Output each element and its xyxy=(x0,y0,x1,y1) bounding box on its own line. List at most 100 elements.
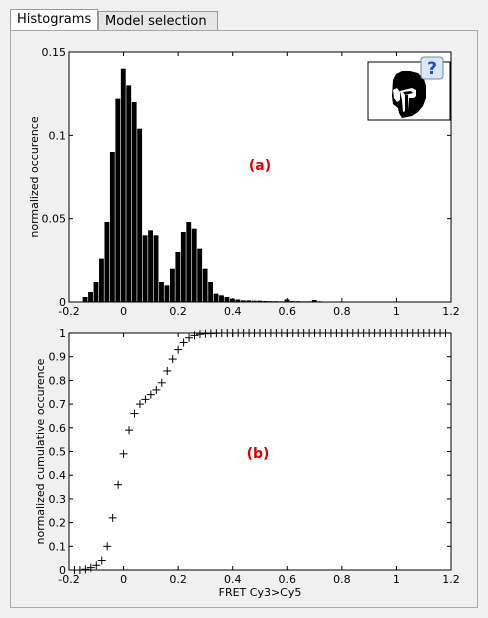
histogram-bar xyxy=(306,301,312,302)
cumulative-points xyxy=(70,329,450,574)
histogram-bar xyxy=(126,85,132,302)
cumulative-point xyxy=(114,480,123,489)
cumulative-xlabel: FRET Cy3>Cy5 xyxy=(219,586,302,599)
cumulative-point xyxy=(130,409,139,418)
cumulative-point xyxy=(135,400,144,409)
x-tick-label: 0.2 xyxy=(169,305,187,318)
histogram-bar xyxy=(197,248,203,302)
helmet-icon xyxy=(392,71,426,118)
y-tick-label: 0.5 xyxy=(49,446,67,459)
histogram-bar xyxy=(213,293,219,302)
cumulative-ylabel: normalized cumulative occurence xyxy=(34,358,47,544)
y-tick-label: 0.2 xyxy=(49,517,67,530)
histogram-bar xyxy=(240,300,246,302)
histogram-bar xyxy=(268,301,274,302)
y-tick-label: 1 xyxy=(59,327,66,340)
y-tick-label: 0.05 xyxy=(42,213,67,226)
cumulative-axes-box xyxy=(68,332,452,571)
histogram-bar xyxy=(202,268,208,302)
cumulative-point xyxy=(185,333,194,342)
cumulative-point xyxy=(75,566,84,574)
y-tick-label: 0.7 xyxy=(49,398,67,411)
histogram-bar xyxy=(115,98,121,303)
histogram-bars xyxy=(82,68,372,303)
tab-model-selection-label: Model selection xyxy=(105,14,207,29)
histogram-bar xyxy=(350,301,355,303)
cumulative-point xyxy=(141,395,150,404)
histogram-plot: -0.2 0 0.2 0.4 0.6 0.8 1 1.200.050.10.15 normal… xyxy=(28,46,460,318)
x-tick-label: -0.2 xyxy=(58,573,79,586)
help-icon[interactable]: ? xyxy=(427,59,437,79)
histogram-bar xyxy=(360,301,366,303)
histogram-bar xyxy=(88,292,93,302)
histogram-bar xyxy=(257,300,263,302)
histogram-bar xyxy=(322,301,328,302)
histogram-bar xyxy=(333,301,339,302)
histogram-bar xyxy=(344,301,350,303)
y-tick-label: 0.4 xyxy=(49,469,67,482)
histogram-ylabel: normalized occurence xyxy=(28,116,41,237)
histogram-bar xyxy=(246,300,252,302)
x-tick-label: -0.2 xyxy=(58,305,79,318)
x-tick-label: 0.8 xyxy=(333,573,351,586)
histogram-bar xyxy=(104,222,110,302)
cumulative-point xyxy=(103,542,112,551)
y-tick-label: 0 xyxy=(59,564,66,577)
x-tick-label: 0.8 xyxy=(333,305,351,318)
histogram-bar xyxy=(279,301,284,302)
histogram-ticks: -0.2 0 0.2 0.4 0.6 0.8 1 1.200.050.10.15 xyxy=(42,46,460,318)
cumulative-ticks: -0.2 0 0.2 0.4 0.6 0.8 1 1.200.10.20.30.40.50.6… xyxy=(49,327,460,586)
help-button-frame[interactable] xyxy=(420,56,444,80)
histogram-bar xyxy=(186,222,192,302)
histogram-bar xyxy=(328,301,334,302)
x-tick-label: 0.6 xyxy=(279,305,297,318)
cumulative-point xyxy=(81,565,90,574)
histogram-bar xyxy=(300,301,306,302)
tab-model-selection[interactable]: Model selection xyxy=(98,11,218,31)
cumulative-point xyxy=(119,449,128,458)
histogram-bar xyxy=(262,301,268,302)
histogram-bar xyxy=(169,268,175,302)
histogram-bar xyxy=(142,235,148,302)
histogram-bar xyxy=(120,68,126,303)
histogram-bar xyxy=(208,282,214,302)
histogram-bar xyxy=(251,300,257,302)
y-tick-label: 0.9 xyxy=(49,351,67,364)
histogram-bar xyxy=(159,282,164,302)
x-tick-label: 0.2 xyxy=(169,573,187,586)
cumulative-point xyxy=(146,390,155,399)
histogram-bar xyxy=(317,301,323,302)
help-box: ? xyxy=(367,56,451,121)
cumulative-point xyxy=(190,331,199,340)
histogram-bar xyxy=(366,301,372,303)
y-tick-label: 0.3 xyxy=(49,493,67,506)
histogram-bar xyxy=(311,300,317,302)
histogram-bar xyxy=(164,285,170,302)
help-button[interactable]: ? xyxy=(420,56,444,80)
cumulative-point xyxy=(86,563,95,572)
tab-histograms[interactable]: Histograms xyxy=(10,9,98,31)
x-tick-label: 1.2 xyxy=(442,573,460,586)
x-tick-label: 0 xyxy=(120,573,127,586)
cumulative-point xyxy=(152,385,161,394)
histogram-bar xyxy=(131,102,137,302)
histogram-annotation: (a) xyxy=(249,158,271,174)
x-tick-label: 0.6 xyxy=(279,573,297,586)
histogram-bar xyxy=(93,282,99,302)
cumulative-point xyxy=(179,338,188,347)
y-tick-label: 0.8 xyxy=(49,374,67,387)
histogram-bar xyxy=(273,301,279,302)
cumulative-plot: -0.2 0 0.2 0.4 0.6 0.8 1 1.200.10.20.30.40.50.6… xyxy=(34,327,460,599)
tab-histograms-label: Histograms xyxy=(17,12,92,27)
cumulative-point xyxy=(157,378,166,387)
y-tick-label: 0.1 xyxy=(49,129,67,142)
histogram-bar xyxy=(235,299,241,302)
cumulative-point xyxy=(125,426,134,435)
x-tick-label: 0.4 xyxy=(224,305,242,318)
histogram-bar xyxy=(191,228,197,302)
cumulative-point xyxy=(108,513,117,522)
x-tick-label: 0 xyxy=(120,305,127,318)
cumulative-annotation: (b) xyxy=(247,446,270,462)
histogram-bar xyxy=(175,252,181,302)
